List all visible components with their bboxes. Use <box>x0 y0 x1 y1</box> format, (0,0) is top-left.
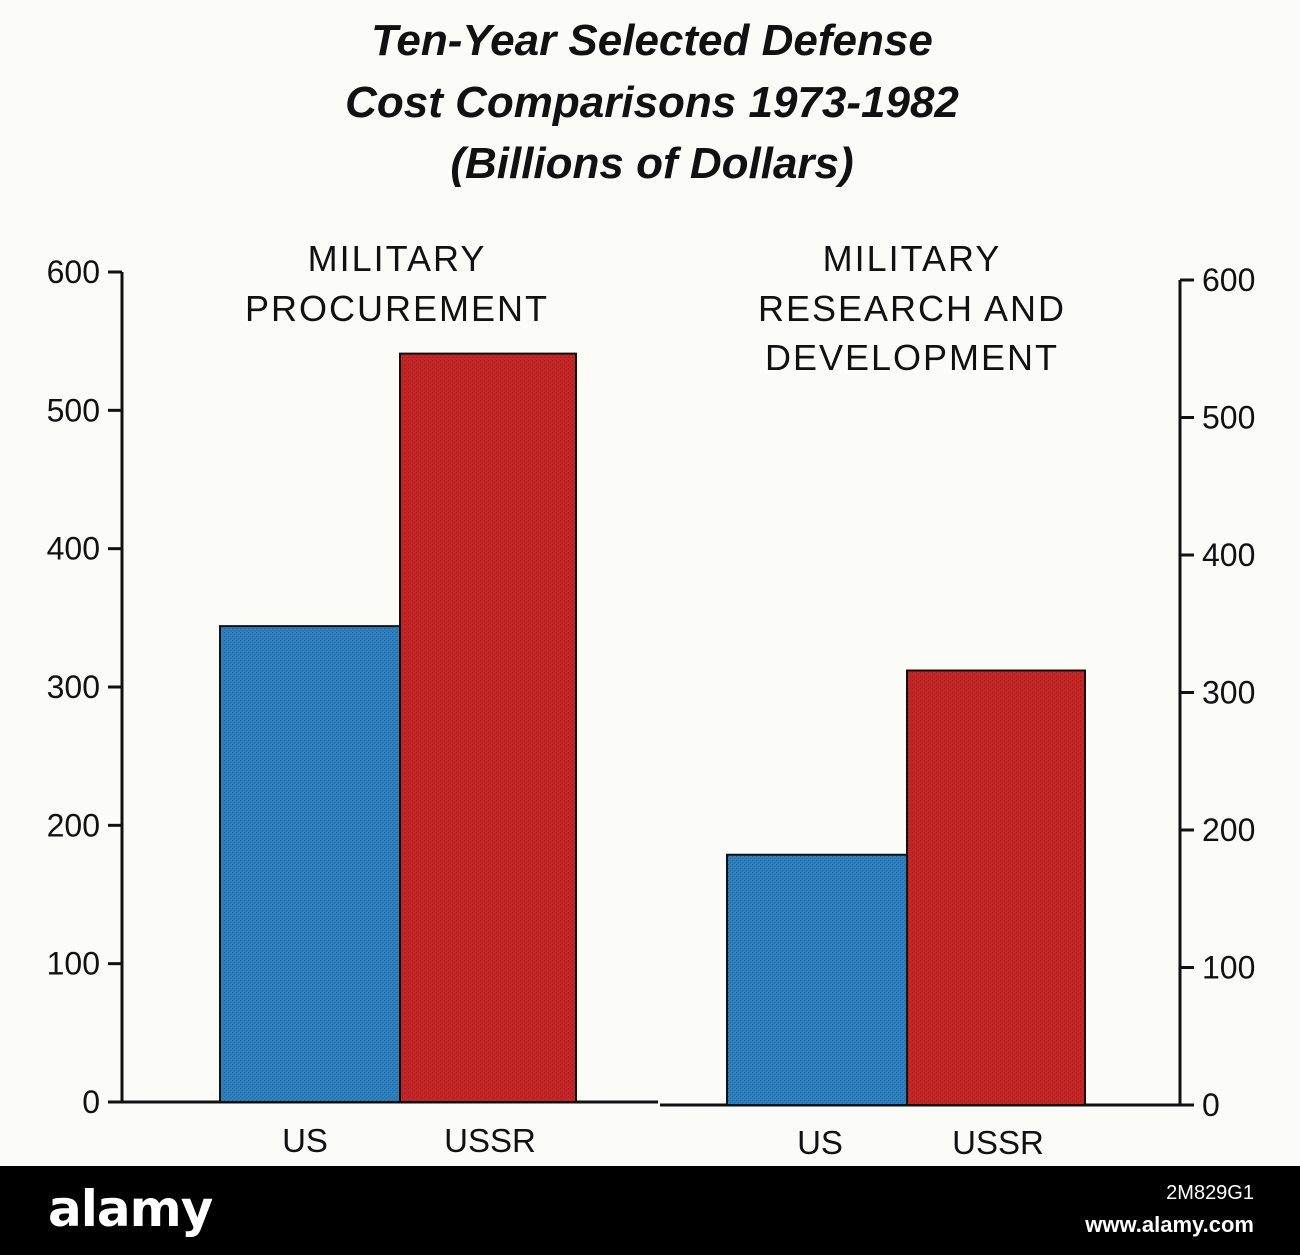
y-tick-label: 100 <box>1202 950 1255 986</box>
bars-rnd <box>726 669 1086 1106</box>
x-tick-label-us: US <box>797 1124 843 1161</box>
y-ticks-right: 0 100 200 300 400 500 600 <box>1180 262 1255 1123</box>
y-ticks-left: 0 100 200 300 400 500 600 <box>47 254 122 1120</box>
x-tick-label-us: US <box>282 1122 328 1159</box>
y-tick-label: 500 <box>1202 400 1255 436</box>
y-tick-label: 600 <box>1202 262 1255 298</box>
y-tick-label: 100 <box>47 946 100 982</box>
panel-title-line: MILITARY <box>823 238 1002 279</box>
panel-military-procurement: MILITARY PROCUREMENT 0 100 200 300 400 500 600… <box>47 238 658 1159</box>
y-tick-label: 600 <box>47 254 100 290</box>
panel-title-line: PROCUREMENT <box>245 288 549 329</box>
panel-military-rnd: MILITARY RESEARCH AND DEVELOPMENT 0 100 20… <box>660 238 1255 1161</box>
watermark-url: www.alamy.com <box>1085 1212 1254 1237</box>
panel-title-line: DEVELOPMENT <box>765 337 1059 378</box>
chart-title-line-2: Cost Comparisons 1973-1982 <box>345 78 959 127</box>
bar-texture <box>907 670 1085 1105</box>
x-tick-label-ussr: USSR <box>444 1122 536 1159</box>
y-tick-label: 400 <box>47 531 100 567</box>
watermark-image-id: 2M829G1 <box>1166 1182 1254 1204</box>
chart-title-line-1: Ten-Year Selected Defense <box>371 16 933 65</box>
chart-title: Ten-Year Selected Defense Cost Compariso… <box>345 16 959 188</box>
bar-texture <box>220 626 400 1102</box>
y-tick-label: 0 <box>1202 1087 1220 1123</box>
watermark-logo: alamy <box>48 1180 213 1238</box>
chart-title-line-3: (Billions of Dollars) <box>450 139 853 188</box>
bars-procurement <box>219 352 577 1104</box>
y-tick-label: 0 <box>82 1084 100 1120</box>
y-tick-label: 200 <box>1202 812 1255 848</box>
watermark-footer: alamy 2M829G1 www.alamy.com <box>0 1166 1300 1255</box>
bar-chart: Ten-Year Selected Defense Cost Compariso… <box>47 16 1256 1161</box>
bar-texture <box>727 854 907 1105</box>
panel-title-line: RESEARCH AND <box>758 288 1066 329</box>
bar-texture <box>400 353 576 1102</box>
y-tick-label: 500 <box>47 392 100 428</box>
y-tick-label: 300 <box>1202 675 1255 711</box>
x-tick-label-ussr: USSR <box>952 1124 1044 1161</box>
y-tick-label: 400 <box>1202 537 1255 573</box>
y-tick-label: 200 <box>47 807 100 843</box>
panel-title-line: MILITARY <box>308 238 487 279</box>
y-tick-label: 300 <box>47 669 100 705</box>
